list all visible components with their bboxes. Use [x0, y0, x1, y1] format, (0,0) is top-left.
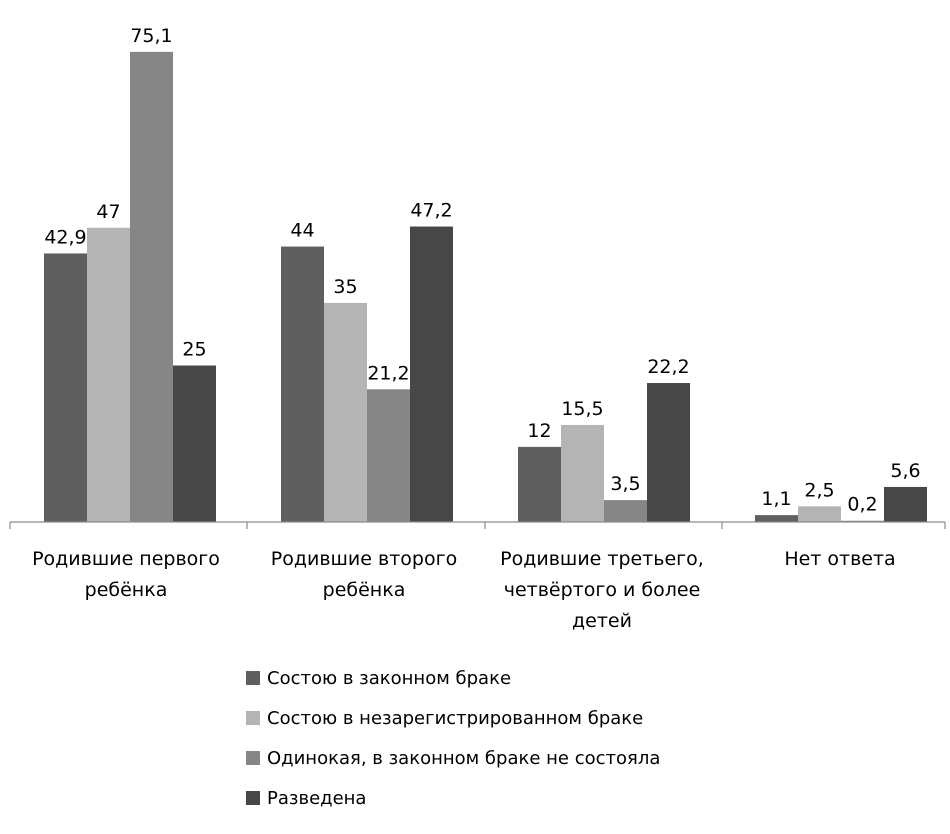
data-label: 22,2 — [647, 356, 689, 378]
bar — [410, 226, 453, 522]
data-label: 44 — [290, 220, 314, 242]
bar — [561, 424, 604, 522]
category-label-line: ребёнка — [85, 579, 168, 601]
legend-swatch — [246, 671, 260, 685]
category-label: Родившие второго ребёнка — [271, 548, 457, 601]
bar — [173, 365, 216, 522]
plot-area: 42,9 44 12 1,1 47 35 15,5 2,5 75,1 21,2 3,5 0,2 25 47… — [9, 25, 946, 632]
bar — [518, 446, 561, 522]
category-label-line: четвёртого и более — [504, 579, 701, 601]
data-label: 21,2 — [367, 362, 409, 384]
bar — [281, 246, 324, 522]
legend-swatch — [246, 791, 260, 805]
data-label: 42,9 — [44, 226, 86, 248]
bar — [367, 389, 410, 522]
category-label: Родившие третьего, четвёртого и более дете… — [500, 548, 704, 632]
category-label-line: детей — [572, 610, 632, 632]
legend-swatch — [246, 751, 260, 765]
bar — [87, 227, 130, 522]
category-label-line: Родившие второго — [271, 548, 457, 570]
data-label: 1,1 — [761, 488, 791, 510]
data-label: 35 — [333, 276, 357, 298]
legend-label: Одинокая, в законном браке не состояла — [267, 748, 660, 769]
legend-label: Состою в незарегистрированном браке — [267, 708, 643, 729]
bar — [884, 486, 927, 522]
bar — [130, 51, 173, 523]
legend-swatch — [246, 711, 260, 725]
data-label: 47,2 — [410, 200, 452, 222]
category-label-line: ребёнка — [323, 579, 406, 601]
data-label: 47 — [96, 201, 120, 223]
category-label-line: Нет ответа — [784, 548, 895, 570]
category-label-line: Родившие первого — [32, 548, 220, 570]
data-label: 12 — [527, 420, 551, 442]
category-label-line: Родившие третьего, — [500, 548, 704, 570]
bar — [841, 520, 884, 522]
bar — [324, 302, 367, 522]
bar — [647, 383, 690, 522]
data-label: 25 — [182, 339, 206, 361]
bar — [755, 515, 798, 522]
bar — [798, 506, 841, 522]
legend-label: Состою в законном браке — [267, 668, 511, 689]
data-label: 3,5 — [610, 473, 640, 495]
bar — [44, 253, 87, 523]
bar — [604, 500, 647, 522]
data-label: 0,2 — [847, 494, 877, 516]
category-label: Нет ответа — [784, 548, 895, 570]
data-label: 15,5 — [561, 398, 603, 420]
legend: Состою в законном браке Состою в незареги… — [246, 668, 660, 809]
category-label: Родившие первого ребёнка — [32, 548, 220, 601]
data-label: 75,1 — [130, 25, 172, 47]
data-label: 5,6 — [890, 460, 920, 482]
legend-label: Разведена — [267, 788, 366, 809]
data-label: 2,5 — [804, 479, 834, 501]
